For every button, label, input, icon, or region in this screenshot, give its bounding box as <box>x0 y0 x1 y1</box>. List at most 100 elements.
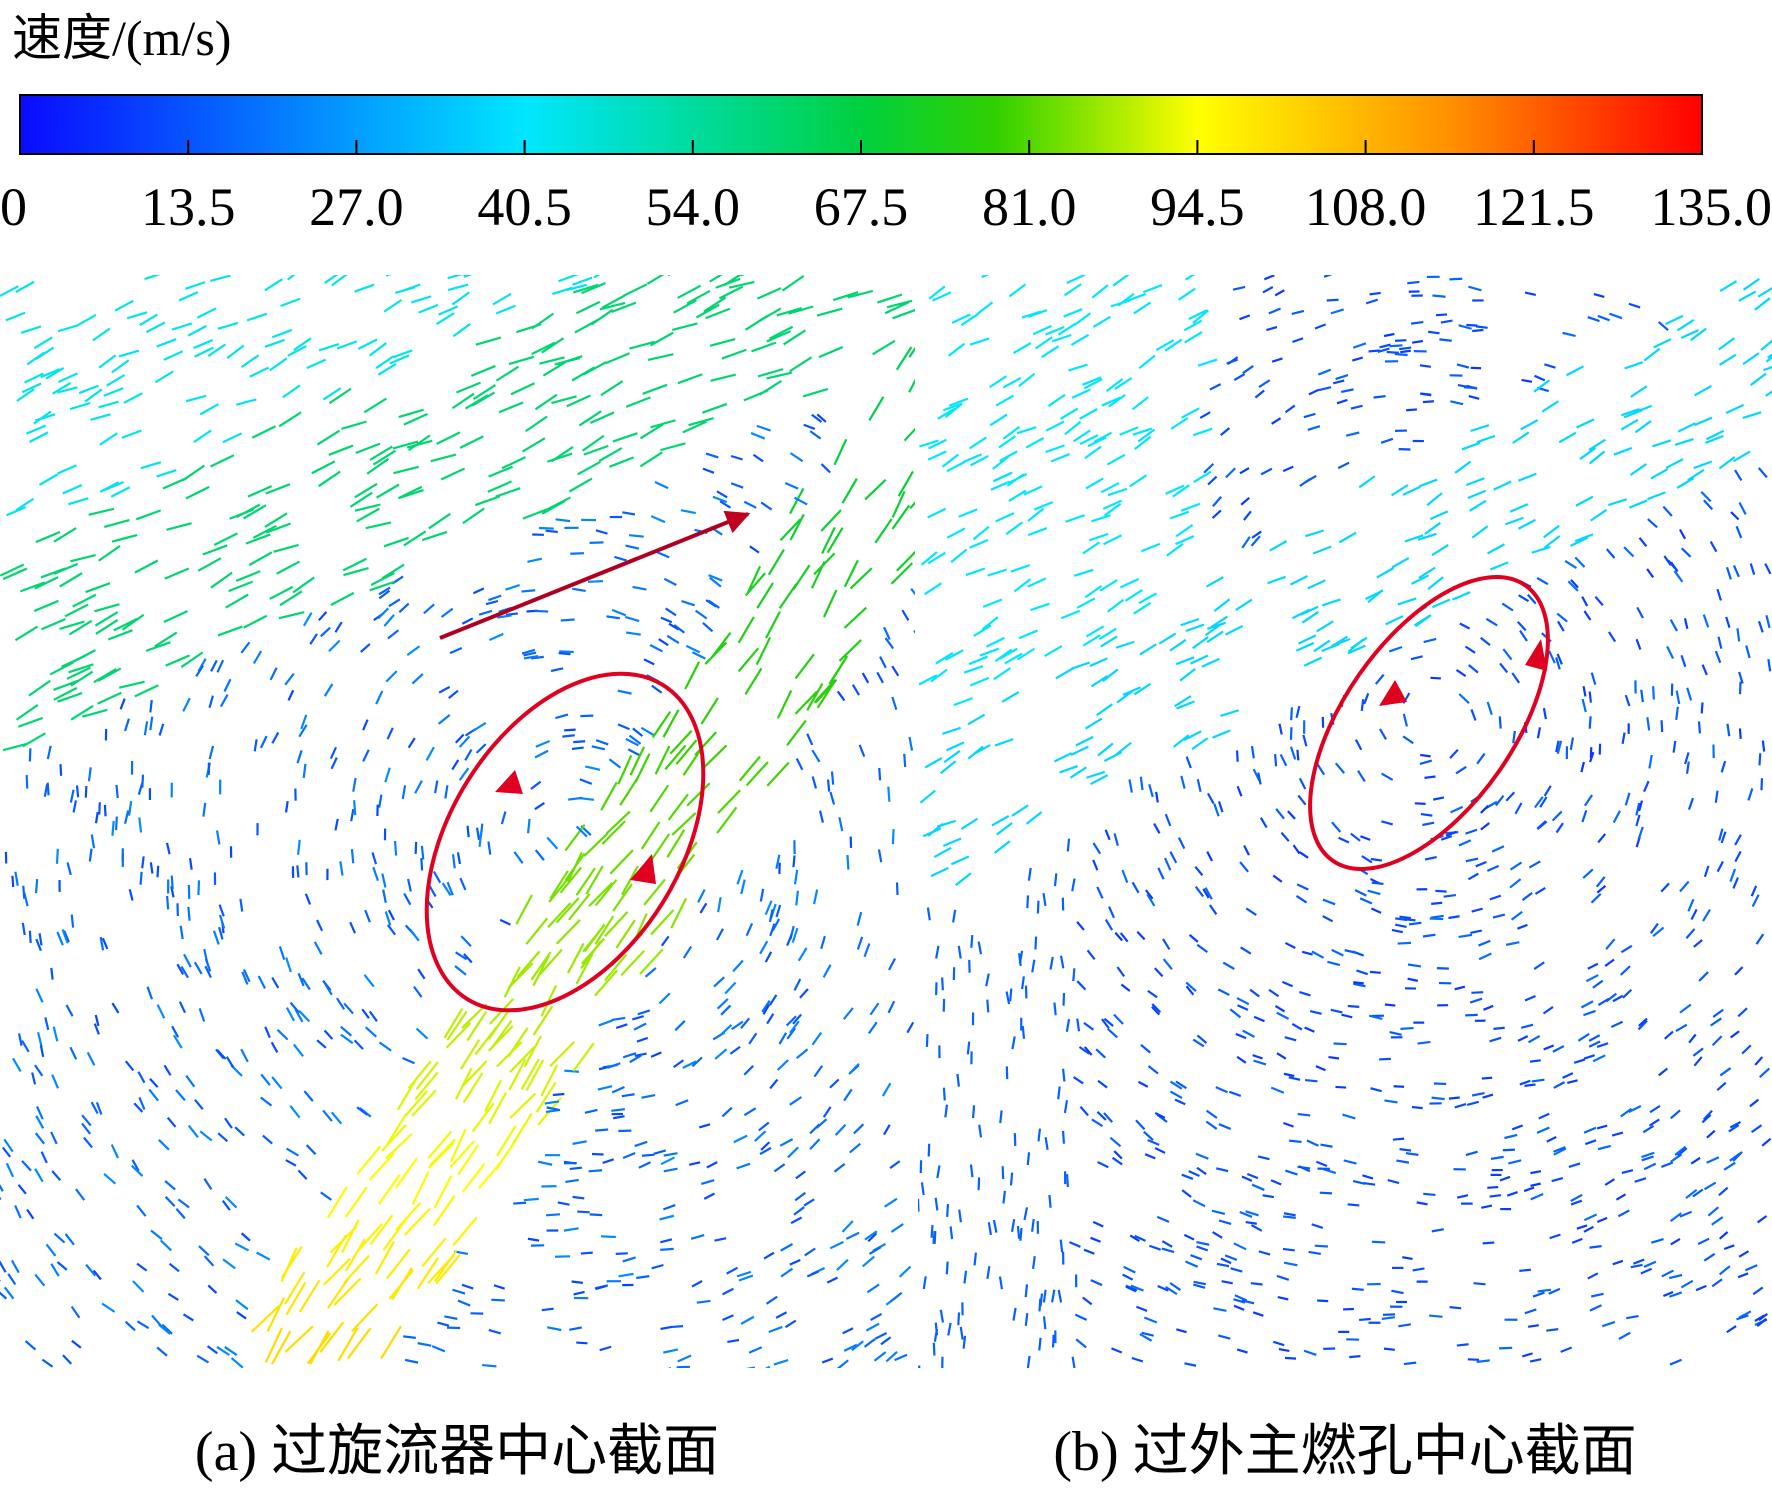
vector-arrow <box>1101 396 1121 407</box>
vector-arrow <box>836 1359 849 1368</box>
vector-arrow <box>421 1237 447 1268</box>
vector-arrow <box>127 801 133 816</box>
vector-arrow <box>1424 775 1436 779</box>
vector-arrow <box>981 616 999 631</box>
vector-arrow <box>430 453 457 463</box>
vector-arrow <box>121 429 142 439</box>
vector-arrow <box>1161 1247 1175 1254</box>
vector-arrow <box>243 614 268 629</box>
vector-arrow <box>345 1238 366 1272</box>
vector-arrow <box>1576 1224 1588 1230</box>
vector-arrow <box>656 551 670 559</box>
vector-arrow <box>66 666 91 680</box>
vector-arrow <box>393 840 398 856</box>
vector-arrow <box>1588 1034 1601 1042</box>
vector-arrow <box>1491 845 1505 853</box>
vector-arrow <box>149 700 153 713</box>
vector-arrow <box>953 697 973 707</box>
vector-arrow <box>1079 434 1099 446</box>
vector-arrow <box>927 438 947 450</box>
vector-arrow <box>1181 1173 1194 1180</box>
vector-arrow <box>331 275 348 287</box>
vector-arrow <box>636 1036 649 1043</box>
vector-arrow <box>1690 1156 1701 1165</box>
vector-arrow <box>459 877 467 891</box>
vector-arrow <box>721 1106 733 1118</box>
vector-arrow <box>235 570 261 582</box>
vector-arrow <box>475 743 487 754</box>
vector-arrow <box>806 733 814 746</box>
vector-arrow <box>1008 283 1027 298</box>
vector-arrow <box>1541 400 1559 413</box>
vector-arrow <box>110 1144 120 1159</box>
vector-arrow <box>178 291 199 302</box>
vector-arrow <box>1336 398 1348 405</box>
vector-arrow <box>1104 919 1114 931</box>
vector-arrow <box>94 611 119 627</box>
vector-arrow <box>1641 1151 1655 1159</box>
vector-arrow <box>1564 560 1578 569</box>
vector-arrow <box>343 1002 354 1015</box>
vector-arrow <box>87 767 92 782</box>
vector-arrow <box>1634 420 1652 434</box>
vector-arrow <box>86 1051 96 1066</box>
vector-arrow <box>691 1280 703 1288</box>
vector-arrow <box>1741 1044 1752 1055</box>
vector-arrow <box>1317 368 1332 376</box>
vector-arrow <box>806 683 824 711</box>
vector-arrow <box>3 1286 15 1300</box>
vector-arrow <box>625 631 641 636</box>
vector-arrow <box>1530 1182 1541 1187</box>
vector-arrow <box>55 848 59 864</box>
vector-arrow <box>151 1314 162 1327</box>
vector-arrow <box>1291 608 1311 620</box>
vector-arrow <box>21 922 26 936</box>
vector-arrow <box>252 650 263 665</box>
vector-arrow <box>383 299 403 313</box>
vector-arrow <box>786 719 807 747</box>
vector-arrow <box>1665 314 1684 326</box>
vector-arrow <box>223 678 232 692</box>
vector-arrow <box>1088 532 1109 542</box>
vector-arrow <box>1220 709 1240 718</box>
vector-arrow <box>309 633 318 645</box>
vector-arrow <box>216 1346 231 1356</box>
vector-arrow <box>1230 1267 1243 1273</box>
vector-arrow <box>82 708 108 718</box>
vector-arrow <box>463 275 469 278</box>
vector-arrow <box>362 749 370 762</box>
vector-arrow <box>1465 828 1478 835</box>
vector-arrow <box>766 1013 775 1025</box>
vector-arrow <box>248 551 273 567</box>
vector-arrow <box>1400 349 1411 354</box>
vector-arrow <box>826 1276 839 1284</box>
vector-arrow <box>471 1102 495 1133</box>
vector-arrow <box>1165 484 1185 495</box>
vector-arrow <box>1301 950 1313 956</box>
vector-arrow <box>1188 309 1208 320</box>
vector-arrow <box>1690 908 1698 921</box>
vector-arrow <box>149 862 154 874</box>
vector-arrow <box>398 602 410 614</box>
vector-arrow <box>1388 645 1403 653</box>
vector-arrow <box>649 784 670 813</box>
vector-arrow <box>769 1078 779 1090</box>
vector-arrow <box>466 1011 488 1042</box>
vector-arrow <box>594 969 619 997</box>
vector-arrow <box>1543 535 1561 549</box>
vector-arrow <box>696 1299 711 1304</box>
vector-arrow <box>1592 1054 1606 1063</box>
vector-arrow <box>1245 1221 1257 1225</box>
vector-arrow <box>620 949 646 977</box>
vector-arrow <box>90 1101 99 1115</box>
vector-arrow <box>843 1343 858 1352</box>
vector-arrow <box>1092 859 1099 871</box>
vector-arrow <box>1396 1159 1410 1164</box>
vector-arrow <box>1164 857 1172 871</box>
vector-arrow <box>28 748 32 762</box>
vector-arrow <box>384 767 391 783</box>
vector-arrow <box>241 971 249 985</box>
vector-arrow <box>804 1247 816 1257</box>
vector-arrow <box>659 1214 675 1221</box>
vector-arrow <box>1765 615 1771 629</box>
